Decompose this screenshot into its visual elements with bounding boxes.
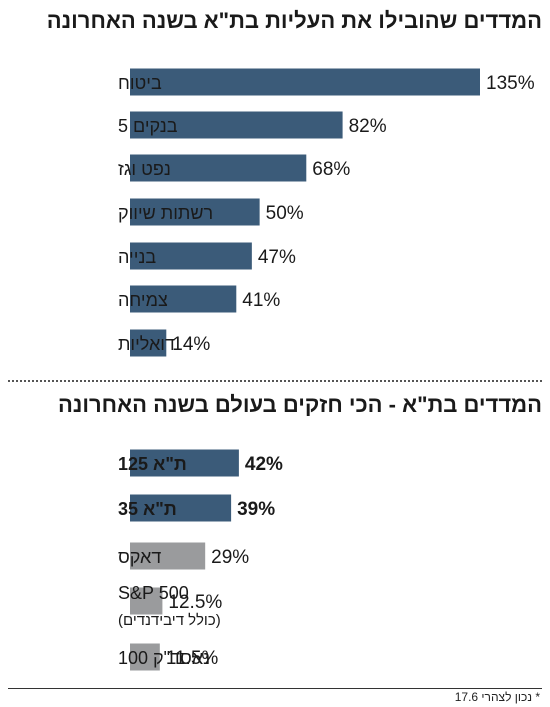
chart-2-bar-1 — [130, 494, 232, 522]
chart-1-value-label-4: 47% — [258, 247, 296, 268]
chart-1-bar-4 — [130, 242, 252, 270]
chart-2-bar-4 — [130, 643, 160, 671]
chart-1-bar-5 — [130, 285, 237, 313]
chart-1-category-label-1: בנקים 5 — [118, 116, 178, 136]
chart-2-category-sublabel-3: (כולל דיבידנדים) — [118, 612, 221, 629]
bottom-rule — [8, 688, 542, 689]
chart-1-category-label-4: בנייה — [118, 247, 156, 267]
chart-1-category-label-0: ביטוח — [118, 73, 162, 93]
chart-1-category-label-3: רשתות שיווק — [118, 203, 213, 223]
chart-1-title: המדדים שהובילו את העליות בת"א בשנה האחרו… — [46, 8, 542, 33]
chart-1-bar-1 — [130, 111, 343, 139]
chart-2-category-label-4: נאסד"ק 100 — [118, 648, 210, 668]
chart-1-value-label-5: 41% — [242, 290, 280, 311]
chart-1-bar-3 — [130, 198, 260, 226]
chart-1-value-label-3: 50% — [266, 203, 304, 224]
chart-2-category-label-1: ת"א 35 — [118, 499, 177, 519]
chart-2-value-label-4: 11.5% — [166, 648, 219, 669]
dotted-divider — [8, 380, 542, 382]
chart-1-category-label-5: צמיחה — [118, 290, 168, 310]
chart-2-category-label-0: ת"א 125 — [118, 454, 187, 474]
chart-2-category-label-3: S&P 500 — [118, 583, 189, 603]
chart-2-bar-2 — [130, 542, 206, 570]
chart-2-value-label-1: 39% — [237, 499, 275, 520]
chart-1-category-label-6: דואליות — [118, 334, 175, 354]
chart-1-bar-0 — [130, 68, 480, 96]
chart-1-value-label-0: 135% — [486, 73, 535, 94]
chart-2-value-label-2: 29% — [211, 547, 249, 568]
chart-2-value-label-3: 12.5% — [168, 592, 222, 613]
chart-2-bar-0 — [130, 449, 239, 477]
chart-2-bar-3 — [130, 587, 163, 615]
footnote: * נכון לצהרי 17.6 — [454, 690, 540, 704]
chart-1-bar-6 — [130, 329, 167, 357]
chart-1-value-label-6: 14% — [172, 334, 210, 355]
chart-1-bar-2 — [130, 154, 307, 182]
chart-1-value-label-1: 82% — [349, 116, 387, 137]
chart-1-value-label-2: 68% — [312, 159, 350, 180]
chart-2-category-label-2: דאקס — [118, 547, 161, 567]
chart-2-title: המדדים בת"א - הכי חזקים בעולם בשנה האחרו… — [58, 392, 542, 417]
chart-2-value-label-0: 42% — [245, 454, 283, 475]
chart-1-category-label-2: נפט וגז — [118, 159, 171, 179]
